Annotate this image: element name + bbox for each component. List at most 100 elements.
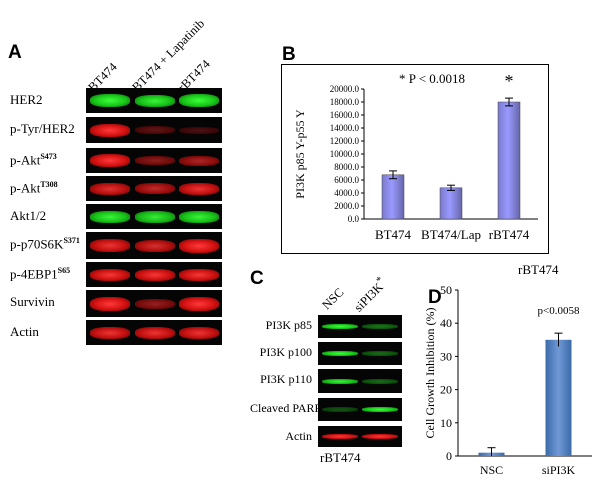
panel-a-row-label-text: Actin [10,324,39,339]
panel-b-x-tick-label: BT474/Lap [421,227,481,242]
panel-a-band [179,156,219,166]
panel-d-letter: D [428,287,442,308]
panel-c-row-label: PI3K p100 [259,345,312,359]
panel-a-band [179,239,219,253]
panel-d-annotation: p<0.0058 [538,305,580,317]
panel-c-row-label: PI3K p85 [265,318,312,332]
panel-a-row-label-text: Survivin [10,294,55,309]
panel-a-row-label-text: p-Akt [10,152,41,168]
panel-a-blot-strip [86,290,222,317]
panel-d-title: rBT474 [518,262,559,277]
panel-a-band [135,269,175,281]
panel-a-band [90,239,130,252]
panel-a-blot-strip [86,176,222,201]
panel-a-row-label: p-AktT308 [10,180,58,196]
panel-a-band [179,327,219,339]
panel-c-band [322,351,358,356]
panel-a-band [90,183,130,195]
panel-a-blot-strip [86,117,222,143]
panel-c-band [362,434,398,439]
panel-c-letter: C [250,268,264,289]
panel-a-blot-strip [86,320,222,345]
panel-c-row-label: Actin [285,429,312,443]
panel-d-x-tick-label: siPI3K [542,463,576,477]
panel-b-y-tick-label: 12000.0 [330,136,360,146]
panel-b-y-tick-label: 4000.0 [334,188,359,198]
panel-d-x-tick-label: NSC [480,463,503,477]
panel-d-y-tick-label: 40 [440,316,452,330]
panel-a-band [135,240,175,252]
panel-a-row-label: Actin [10,324,39,340]
panel-d-bar [545,339,572,456]
panel-b-y-tick-label: 10000.0 [330,149,360,159]
panel-a-row-label-sup: S65 [57,266,71,275]
panel-b-letter: B [282,44,296,65]
panel-a-band [135,156,175,165]
panel-c-band [362,407,398,412]
panel-a-band [90,211,130,223]
panel-a-band [135,299,175,309]
panel-c-band [322,379,358,384]
panel-a-row-label: Survivin [10,294,55,310]
panel-a-blot-strip [86,88,222,113]
lane-label-nsc: NSC [319,285,347,313]
panel-a-row-label-text: p-4EBP1 [10,266,58,282]
lane-label-sipi3k: siPI3K* [350,275,390,315]
panel-c-row-label: Cleaved PARP [250,401,322,415]
panel-a-row-label: HER2 [10,92,43,108]
panel-a-row-label: p-Tyr/HER2 [10,121,75,137]
panel-a-band [179,211,219,223]
panel-a-band [90,327,130,339]
panel-d-y-tick-label: 10 [440,416,452,430]
panel-c-blot-strip [318,315,402,338]
panel-c-blot-strip [318,426,402,447]
panel-a-band [179,269,219,281]
panel-c-blot-strip [318,369,402,393]
panel-a-band [90,269,130,281]
panel-a-row-label: p-4EBP1S65 [10,266,70,282]
panel-a-band [135,211,175,223]
panel-a-blot-strip [86,148,222,173]
panel-c-blot-strip [318,398,402,421]
panel-c-footer: rBT474 [320,450,361,465]
panel-b-y-tick-label: 20000.0 [330,84,360,94]
panel-b-y-tick-label: 6000.0 [334,175,359,185]
panel-a-band [135,126,175,134]
panel-b-y-tick-label: 8000.0 [334,162,359,172]
panel-a-row-label-text: Akt1/2 [10,208,47,223]
panel-a-row-label-text: HER2 [10,92,43,107]
panel-c-row-label: PI3K p110 [260,372,312,386]
panel-a-row-label-text: p-Tyr/HER2 [10,121,75,136]
panel-b-x-tick-label: BT474 [375,227,412,242]
panel-a-band [179,297,219,311]
panel-b-significance-star: * [505,71,514,91]
panel-b-y-tick-label: 0.0 [348,214,360,224]
panel-a-band [179,94,219,107]
panel-c-band [322,324,358,329]
panel-b-y-tick-label: 14000.0 [330,123,360,133]
panel-b-y-tick-label: 16000.0 [330,110,360,120]
panel-b-x-tick-label: rBT474 [489,227,530,242]
panel-a-row-label-sup: S371 [63,236,80,245]
panel-a-blot-strip [86,232,222,259]
panel-a-band [90,297,130,311]
panel-a-letter: A [8,42,22,63]
panel-a-band [135,327,175,339]
panel-a-blot-strip [86,204,222,229]
panel-a-blot-strip [86,262,222,287]
panel-a-row-label: p-AktS473 [10,152,57,168]
panel-b-bar-chart: * P < 0.0018 0.0 2000.0 4000.0 6000.0 8000.0 1… [293,71,538,242]
panel-a-row-label-sup: S473 [40,152,57,161]
panel-b-bar [381,174,405,220]
panel-a-band [135,183,175,194]
panel-b-bar [497,101,521,220]
panel-a-row-label: p-p70S6KS371 [10,236,80,252]
panel-c-band [362,351,398,356]
panel-a-band [179,127,219,134]
panel-a-band [90,154,130,167]
panel-b-y-tick-label: 2000.0 [334,201,359,211]
panel-a-band [90,124,130,137]
panel-c-band [322,407,358,412]
panel-c-blot-strip [318,342,402,365]
panel-b-y-tick-label: 18000.0 [330,97,360,107]
